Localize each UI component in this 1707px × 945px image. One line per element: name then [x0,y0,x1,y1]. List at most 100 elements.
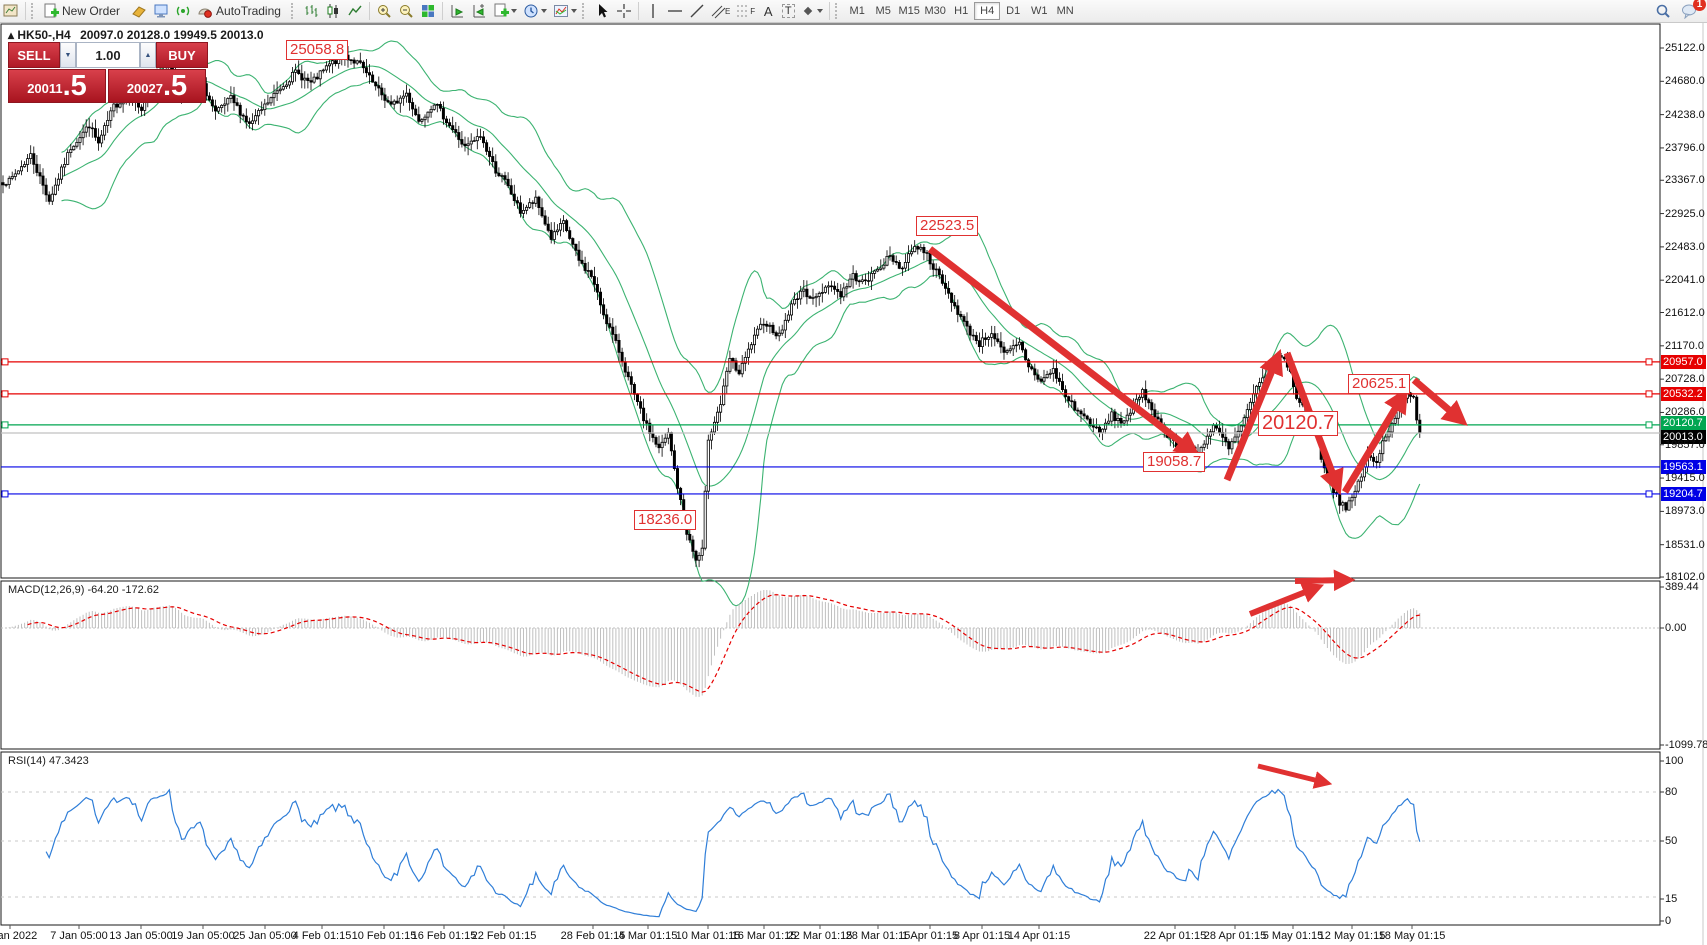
time-axis-label: 25 Jan 05:00 [233,930,297,942]
chart-shift-icon[interactable] [468,1,490,21]
chevron-down-icon [817,9,824,13]
annotation-18236.0[interactable]: 18236.0 [634,510,697,530]
market-watch-icon[interactable] [150,1,172,21]
zoom-in-icon[interactable] [373,1,395,21]
cursor-tool-icon[interactable] [591,1,613,21]
sell-price[interactable]: 20011.5 [8,69,106,103]
auto-scroll-icon[interactable] [446,1,468,21]
timeframe-button-m5[interactable]: M5 [875,5,891,17]
crosshair-tool-icon[interactable] [613,1,635,21]
chevron-down-icon [510,9,517,13]
price-axis-label: 18973.0 [1665,505,1705,518]
line-handle[interactable] [1,358,9,366]
autotrading-label: AutoTrading [216,4,281,18]
title-collapse-icon[interactable]: ▴ [8,28,15,42]
timeframe-button-m15[interactable]: M15 [898,5,920,17]
text-tool-icon[interactable]: A [763,3,773,19]
price-axis-label: 18102.0 [1665,571,1705,584]
line-handle[interactable] [1,390,9,398]
vertical-line-tool-icon[interactable] [642,1,664,21]
signal-icon[interactable] [172,1,194,21]
timeframe-button-h1[interactable]: H1 [954,5,969,17]
time-axis-label: 10 Feb 01:15 [351,930,417,942]
buy-price[interactable]: 20027.5 [108,69,206,103]
depth-of-market-icon[interactable] [128,1,150,21]
one-click-trade-panel: SELL ▼ 1.00 ▲ BUY 20011.5 20027.5 [8,42,208,103]
time-axis-label: 22 Feb 01:15 [471,930,537,942]
timeframe-group: M1 M5 M15 M30 H1 H4 D1 W1 MN [844,2,1078,20]
line-handle[interactable] [1,421,9,429]
annotation-25058.8[interactable]: 25058.8 [286,40,349,60]
rsi-axis-label: 0 [1665,915,1672,927]
rsi-line [45,788,1421,918]
volume-input[interactable]: 1.00 [76,42,140,68]
new-chart-dropdown[interactable] [490,1,520,21]
bar-chart-type-icon[interactable] [300,1,322,21]
price-axis-label: 24238.0 [1665,108,1705,121]
bollinger-lower-band [61,80,1421,607]
separator [829,2,831,20]
macd-axis-label: -1099.78 [1665,739,1707,751]
timeframe-button-mn[interactable]: MN [1056,5,1074,17]
line-handle[interactable] [1645,421,1653,429]
text-label-tool-icon[interactable]: T [778,1,798,21]
trend-arrow[interactable] [927,246,1200,457]
time-axis-label: 3 Jan 2022 [0,930,38,942]
buy-button[interactable]: BUY [156,42,208,68]
shapes-dropdown[interactable] [798,1,826,21]
volume-increase-button[interactable]: ▲ [140,42,156,68]
tile-windows-icon[interactable] [417,1,439,21]
timeframe-button-h4[interactable]: H4 [974,2,1001,20]
rsi-arrow[interactable] [1257,763,1333,789]
price-badge-19563.1: 19563.1 [1661,459,1706,474]
platform-icon[interactable] [0,1,22,21]
annotation-20120.7[interactable]: 20120.7 [1258,411,1339,436]
fibonacci-tool-icon[interactable]: F [733,1,758,21]
chevron-down-icon [570,9,577,13]
line-handle[interactable] [1645,390,1653,398]
timeframe-button-d1[interactable]: D1 [1006,5,1021,17]
autotrading-button[interactable]: AutoTrading [194,1,289,21]
annotation-19058.7[interactable]: 19058.7 [1143,452,1206,472]
sell-price-main: 20011 [27,81,63,96]
time-axis-label: 4 Feb 01:15 [292,930,352,942]
buy-price-main: 20027 [126,81,163,96]
channel-tool-icon[interactable]: E [708,1,733,21]
trendline-tool-icon[interactable] [686,1,708,21]
annotation-22523.5[interactable]: 22523.5 [916,216,979,236]
sell-button[interactable]: SELL [8,42,60,68]
price-badge-20532.2: 20532.2 [1661,386,1706,401]
volume-decrease-button[interactable]: ▼ [60,42,76,68]
price-axis-label: 18531.0 [1665,538,1705,551]
price-axis-label: 19415.0 [1665,472,1705,485]
time-axis-label: 22 Apr 01:15 [1143,930,1207,942]
chat-icon[interactable]: 1 [1678,0,1706,21]
rsi-axis-label: 15 [1665,893,1678,905]
line-chart-type-icon[interactable] [344,1,366,21]
new-order-button[interactable]: New Order [40,1,128,21]
trend-arrow[interactable] [1342,387,1408,494]
timeframe-button-m30[interactable]: M30 [924,5,946,17]
line-handle[interactable] [1,490,9,498]
period-dropdown[interactable] [520,1,550,21]
line-handle[interactable] [1645,358,1653,366]
zoom-out-icon[interactable] [395,1,417,21]
macd-arrow[interactable] [1294,569,1356,592]
indicators-dropdown[interactable] [550,1,580,21]
rsi-axis-label: 50 [1665,835,1678,847]
search-icon[interactable] [1652,1,1674,21]
macd-arrow[interactable] [1248,582,1325,617]
timeframe-button-w1[interactable]: W1 [1030,5,1048,17]
annotation-20625.1[interactable]: 20625.1 [1348,374,1411,394]
horizontal-line-tool-icon[interactable] [664,1,686,21]
bollinger-upper-band [61,40,1421,445]
rsi-axis-label: 80 [1665,786,1678,798]
trend-arrow[interactable] [1223,349,1283,482]
trend-arrow[interactable] [1411,377,1468,426]
timeframe-button-m1[interactable]: M1 [849,5,865,17]
candle-chart-type-icon[interactable] [322,1,344,21]
grip [31,3,38,19]
line-handle[interactable] [1645,490,1653,498]
